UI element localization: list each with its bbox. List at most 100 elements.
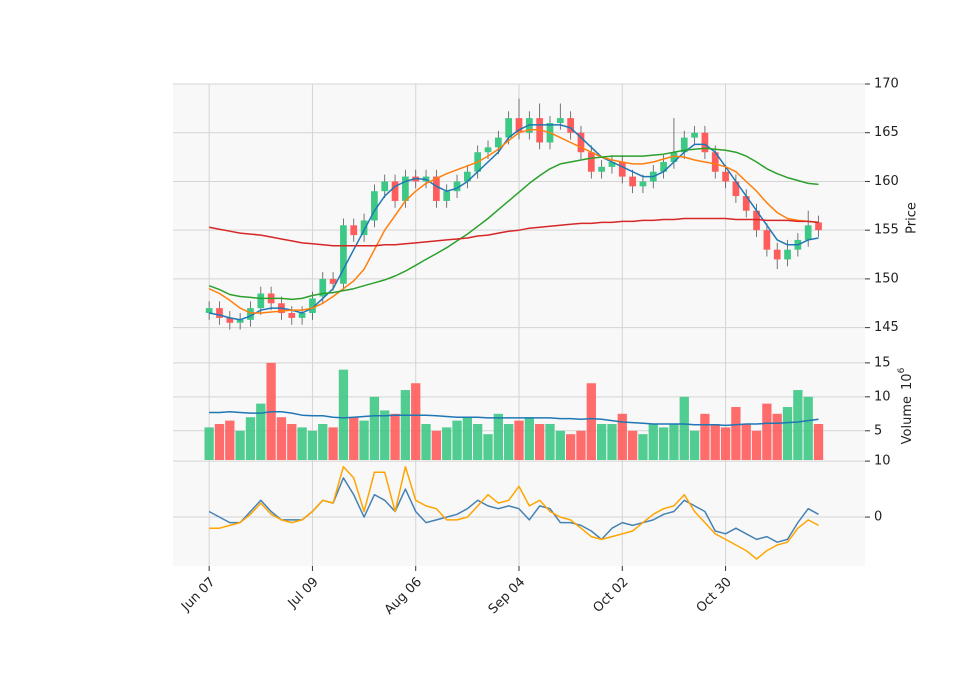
volume-bar xyxy=(648,424,658,460)
y-tick-label: 150 xyxy=(874,271,899,286)
candle-body xyxy=(216,308,223,318)
volume-bar xyxy=(689,430,700,460)
volume-bar xyxy=(318,424,328,460)
candle-body xyxy=(319,278,327,297)
volume-bar xyxy=(782,407,793,460)
y-tick-label: 0 xyxy=(874,510,882,525)
x-tick-label: Aug 06 xyxy=(382,575,425,618)
volume-bar xyxy=(638,434,648,460)
volume-bar xyxy=(545,424,555,460)
volume-bar xyxy=(793,390,803,460)
candle-body xyxy=(784,249,791,260)
candle-body xyxy=(722,171,729,182)
volume-bar xyxy=(720,427,731,460)
volume-bar xyxy=(679,396,689,460)
oscillator-line xyxy=(209,465,819,560)
volume-bar xyxy=(411,383,421,460)
candle-body xyxy=(391,181,399,201)
volume-axis-label: Volume 106 xyxy=(897,367,915,444)
volume-bar xyxy=(504,424,514,460)
candle-body xyxy=(329,278,337,284)
volume-bar xyxy=(256,403,266,460)
volume-bar xyxy=(473,424,483,460)
candle-body xyxy=(494,137,502,148)
volume-bar xyxy=(524,417,534,460)
y-tick-label: 155 xyxy=(874,223,899,238)
y-tick-label: 10 xyxy=(874,454,891,469)
y-tick-label: 15 xyxy=(874,355,891,370)
price-axis-label: Price xyxy=(905,202,920,234)
candle-body xyxy=(402,176,409,201)
candle-body xyxy=(567,118,574,133)
volume-bar xyxy=(442,427,452,460)
volume-bar xyxy=(514,420,524,460)
volume-bar xyxy=(627,430,638,460)
candle-body xyxy=(804,225,812,240)
volume-bar xyxy=(669,424,679,460)
candle-body xyxy=(815,222,822,231)
candle-body xyxy=(629,176,636,187)
moving-average xyxy=(208,129,819,314)
x-tick-label: Oct 30 xyxy=(694,575,735,616)
volume-bar xyxy=(204,427,214,460)
candle-body xyxy=(505,118,513,138)
candle-body xyxy=(205,308,213,314)
volume-bar xyxy=(349,417,359,460)
volume-bar xyxy=(596,424,607,460)
volume-bar xyxy=(328,427,338,460)
y-tick-label: 160 xyxy=(874,174,899,189)
candle-body xyxy=(288,313,296,318)
candle-body xyxy=(691,132,698,138)
x-tick-label: Jul 09 xyxy=(285,575,322,612)
candle-body xyxy=(464,171,471,182)
y-tick-label: 5 xyxy=(874,423,882,438)
candle-body xyxy=(309,298,316,314)
candle-body xyxy=(350,225,358,236)
volume-ma xyxy=(209,411,819,427)
volume-bar xyxy=(235,430,245,460)
volume-bar xyxy=(421,424,431,460)
y-tick-label: 165 xyxy=(874,125,899,140)
volume-bar xyxy=(338,369,349,460)
candle-body xyxy=(298,313,306,318)
volume-bar xyxy=(462,417,473,460)
candle-body xyxy=(753,210,760,231)
volume-bar xyxy=(483,434,493,460)
candle-body xyxy=(381,181,389,192)
candle-body xyxy=(360,220,368,236)
volume-bar xyxy=(586,383,596,460)
volume-bar xyxy=(710,424,720,460)
volume-bar xyxy=(369,396,380,460)
volume-bar xyxy=(431,430,442,460)
candle-body xyxy=(443,191,451,201)
volume-bar xyxy=(380,410,390,460)
candle-body xyxy=(226,317,234,323)
volume-bar xyxy=(307,430,318,460)
volume-bar xyxy=(245,417,256,460)
volume-label: Volume xyxy=(900,396,915,444)
candle-body xyxy=(618,161,626,177)
volume-bar xyxy=(535,424,545,460)
candle-body xyxy=(515,118,523,133)
candle-body xyxy=(236,319,244,323)
volume-bar xyxy=(214,424,225,460)
candle-body xyxy=(763,230,771,250)
candle-body xyxy=(433,176,440,201)
x-tick-label: Sep 04 xyxy=(486,575,529,618)
moving-average xyxy=(208,217,819,247)
candle-body xyxy=(587,152,595,172)
volume-offset-exponent: 6 xyxy=(897,367,907,373)
volume-bar xyxy=(751,430,762,460)
candle-body xyxy=(639,181,647,187)
candle-body xyxy=(453,181,461,192)
volume-bar xyxy=(400,390,411,460)
volume-bar xyxy=(813,424,824,460)
candle-body xyxy=(742,196,750,211)
candle-body xyxy=(577,132,585,153)
candle-body xyxy=(371,191,378,221)
volume-bar xyxy=(565,434,576,460)
volume-bar xyxy=(297,427,307,460)
candle-body xyxy=(660,161,667,172)
volume-bar xyxy=(390,413,400,460)
